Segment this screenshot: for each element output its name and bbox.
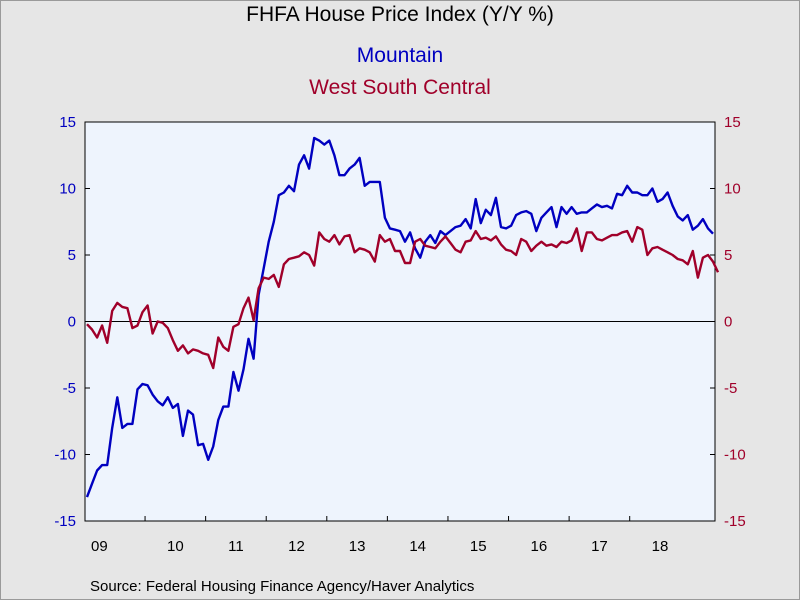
chart-title: FHFA House Price Index (Y/Y %): [246, 3, 554, 26]
y-left-tick-label: -5: [63, 380, 76, 397]
legend-series-2: West South Central: [309, 76, 491, 99]
y-right-tick-label: 0: [724, 314, 732, 331]
x-tick-label: 10: [167, 538, 184, 555]
legend-series-1: Mountain: [356, 44, 444, 67]
source-note: Source: Federal Housing Finance Agency/H…: [90, 578, 475, 595]
y-left-tick-label: -15: [54, 513, 76, 530]
x-tick-label: 14: [409, 538, 426, 555]
x-tick-label: 15: [470, 538, 487, 555]
x-tick-label: 18: [652, 538, 669, 555]
x-tick-label: 16: [530, 538, 547, 555]
y-right-tick-label: -15: [724, 513, 746, 530]
y-left-tick-label: -10: [54, 447, 76, 464]
y-right-tick-label: 5: [724, 247, 732, 264]
series-line-2: [86, 225, 720, 370]
x-tick-label: 13: [349, 538, 366, 555]
y-right-tick-label: -5: [724, 380, 737, 397]
x-tick-label: 12: [288, 538, 305, 555]
x-tick-label: 17: [591, 538, 608, 555]
series-line-1: [85, 136, 714, 498]
y-left-tick-label: 10: [59, 181, 76, 198]
y-left-tick-label: 5: [68, 247, 76, 264]
y-right-tick-label: 10: [724, 181, 741, 198]
y-right-tick-label: 15: [724, 114, 741, 131]
y-left-tick-label: 0: [68, 314, 76, 331]
y-left-tick-label: 15: [59, 114, 76, 131]
x-tick-label: 11: [228, 538, 244, 555]
y-right-tick-label: -10: [724, 447, 746, 464]
x-tick-label: 09: [91, 538, 108, 555]
